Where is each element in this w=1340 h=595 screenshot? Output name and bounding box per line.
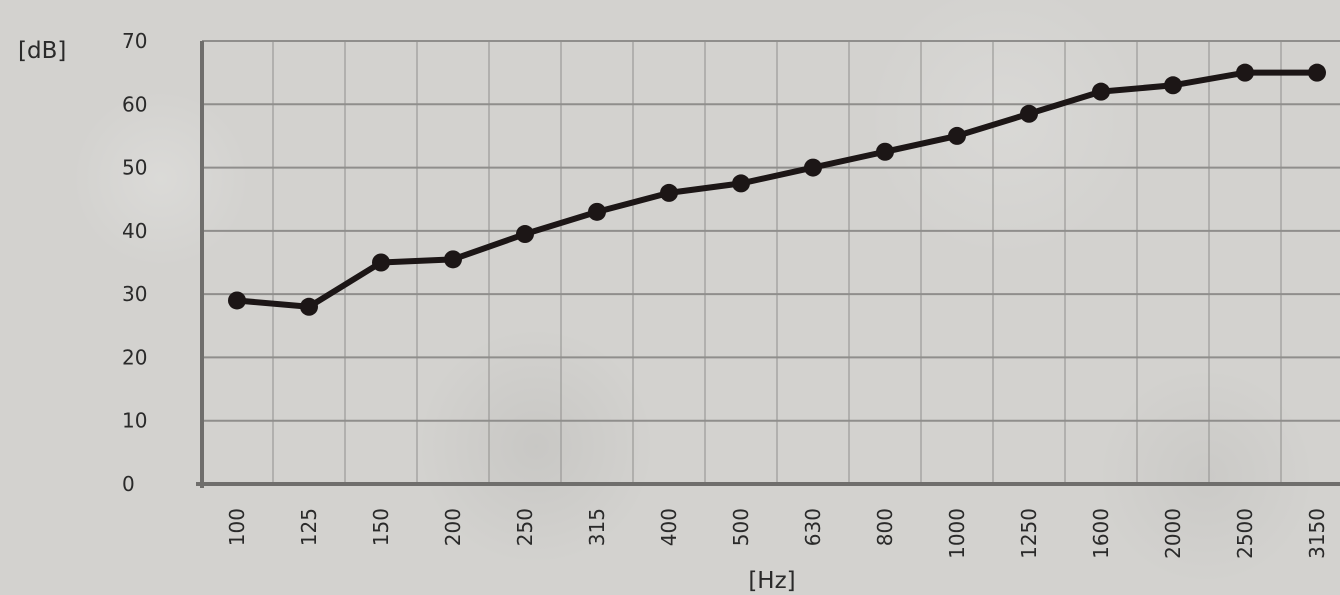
y-tick-label: 70: [122, 29, 147, 53]
y-tick-labels: 0 10 20 30 40 50 60 70: [122, 29, 147, 496]
x-tick-label: 125: [297, 508, 321, 546]
x-axis-label: [Hz]: [748, 568, 795, 594]
data-point: [1020, 104, 1038, 123]
y-tick-label: 60: [122, 92, 147, 116]
x-tick-label: 400: [657, 508, 681, 546]
y-axis-label: [dB]: [18, 38, 66, 64]
axes: [196, 41, 1340, 488]
x-tick-label: 2000: [1161, 508, 1185, 559]
data-point: [228, 291, 246, 310]
y-tick-label: 50: [122, 156, 147, 180]
x-tick-label: 3150: [1305, 508, 1329, 559]
x-tick-label: 200: [441, 508, 465, 546]
y-tick-label: 10: [122, 409, 147, 433]
x-tick-label: 100: [225, 508, 249, 546]
y-tick-label: 20: [122, 345, 147, 369]
data-point: [876, 142, 894, 161]
data-point: [660, 183, 678, 202]
x-tick-labels: 100 125 150 200 250 315 400 500 630 800 1000 1250 16…: [225, 508, 1329, 559]
data-point: [804, 158, 822, 177]
x-tick-label: 630: [801, 508, 825, 546]
data-point: [732, 174, 750, 193]
x-tick-label: 1000: [945, 508, 969, 559]
y-tick-label: 40: [122, 219, 147, 243]
x-tick-label: 500: [729, 508, 753, 546]
data-point: [372, 253, 390, 272]
x-tick-label: 150: [369, 508, 393, 546]
data-point: [444, 250, 462, 269]
x-tick-label: 800: [873, 508, 897, 546]
x-tick-label: 250: [513, 508, 537, 546]
series-line: [234, 69, 1320, 310]
data-point: [1236, 63, 1254, 82]
data-point: [300, 297, 318, 316]
data-point: [588, 202, 606, 221]
series: [228, 63, 1326, 316]
data-point: [948, 126, 966, 145]
x-tick-label: 315: [585, 508, 609, 546]
data-point: [1164, 76, 1182, 95]
data-point: [1092, 82, 1110, 101]
y-tick-label: 30: [122, 282, 147, 306]
grid: [202, 40, 1340, 484]
x-tick-label: 2500: [1233, 508, 1257, 559]
y-tick-label: 0: [122, 472, 135, 496]
data-point: [1308, 63, 1326, 82]
x-tick-label: 1600: [1089, 508, 1113, 559]
data-point: [516, 225, 534, 244]
x-tick-label: 1250: [1017, 508, 1041, 559]
